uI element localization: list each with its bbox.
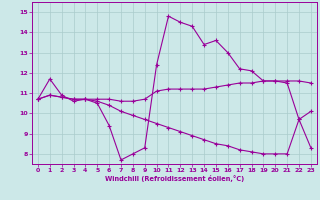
X-axis label: Windchill (Refroidissement éolien,°C): Windchill (Refroidissement éolien,°C): [105, 175, 244, 182]
